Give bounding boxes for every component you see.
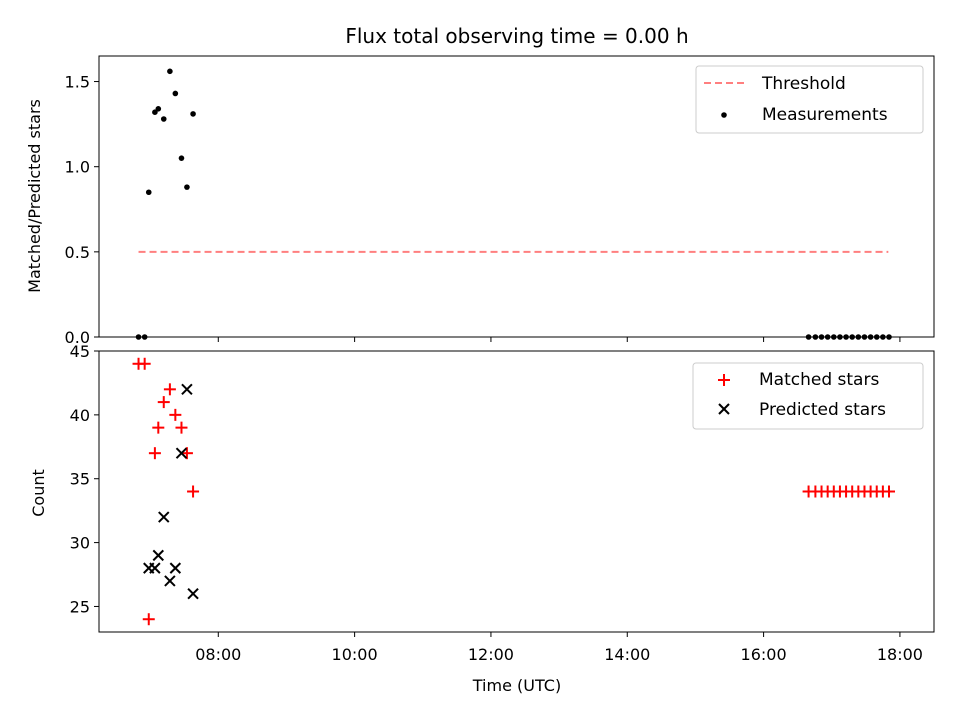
ratio-y-axis-label: Matched/Predicted stars xyxy=(25,99,44,293)
measurement-point xyxy=(805,334,812,340)
ratio-ytick-label: 0.5 xyxy=(65,243,90,262)
count-panel-frame xyxy=(98,350,935,633)
predicted-star-point xyxy=(164,575,176,587)
measurement-point xyxy=(190,111,196,117)
count-panel: 25 30 35 40 45 08:00 10:00 12:00 14:00 16:00 18:0… xyxy=(29,342,935,664)
ratio-ytick-label: 1.5 xyxy=(65,73,90,92)
predicted-star-point xyxy=(152,549,165,562)
ratio-panel: 0.0 0.5 1.0 1.5 Matched/Predicted stars Thr… xyxy=(25,55,935,347)
count-ytick-label: 25 xyxy=(70,597,90,616)
legend-measurements-swatch xyxy=(721,112,727,118)
ratio-ytick-label: 1.0 xyxy=(65,158,90,177)
predicted-star-point xyxy=(187,587,199,600)
measurement-point xyxy=(172,90,179,97)
measurement-point xyxy=(861,334,868,340)
legend-threshold-label: Threshold xyxy=(761,74,846,94)
legend-predicted-label: Predicted stars xyxy=(759,400,886,420)
xtick-label: 12:00 xyxy=(468,645,514,664)
predicted-star-point xyxy=(181,383,193,396)
count-ytick-label: 30 xyxy=(70,534,90,553)
predicted-star-point xyxy=(149,562,161,574)
matched-star-point xyxy=(157,396,170,409)
matched-star-point xyxy=(175,421,188,434)
ratio-marks xyxy=(135,68,892,340)
count-x-ticks: 08:00 10:00 12:00 14:00 16:00 18:00 xyxy=(195,632,923,664)
measurement-point xyxy=(831,334,837,340)
ratio-legend-box xyxy=(695,65,924,134)
measurement-point xyxy=(141,334,148,340)
x-axis-label: Time (UTC) xyxy=(472,676,561,695)
measurement-point xyxy=(855,334,862,340)
ratio-legend: Threshold Measurements xyxy=(695,65,924,134)
measurement-point xyxy=(837,334,843,340)
predicted-star-point xyxy=(175,447,188,459)
measurement-point xyxy=(155,105,162,112)
measurement-point xyxy=(849,334,856,340)
legend-predicted-swatch xyxy=(718,403,730,415)
matched-star-point xyxy=(180,447,193,460)
measurement-point xyxy=(873,334,880,340)
count-legend: Matched stars Predicted stars xyxy=(692,362,924,430)
count-ytick-label: 45 xyxy=(70,342,90,361)
measurement-point xyxy=(135,334,142,340)
measurement-point xyxy=(145,189,152,196)
legend-matched-swatch xyxy=(718,374,730,386)
measurement-point xyxy=(824,334,831,340)
ratio-y-ticks: 0.0 0.5 1.0 1.5 xyxy=(65,73,99,347)
legend-matched-label: Matched stars xyxy=(759,370,879,390)
matched-star-point xyxy=(148,447,161,460)
measurement-point xyxy=(843,334,849,340)
matched-star-point xyxy=(142,613,155,626)
measurement-point xyxy=(818,334,825,340)
predicted-star-point xyxy=(169,562,182,574)
matched-star-point xyxy=(152,421,165,434)
count-ytick-label: 35 xyxy=(70,470,90,489)
count-ytick-label: 40 xyxy=(70,406,90,425)
measurement-point xyxy=(178,155,185,161)
chart-title: Flux total observing time = 0.00 h xyxy=(345,24,688,48)
measurement-point xyxy=(812,334,819,340)
count-y-axis-label: Count xyxy=(29,469,48,517)
count-marks xyxy=(132,357,896,626)
count-y-ticks: 25 30 35 40 45 xyxy=(70,342,99,616)
xtick-label: 14:00 xyxy=(604,645,650,664)
measurement-point xyxy=(880,334,886,340)
matched-star-point xyxy=(138,357,151,370)
matched-star-point xyxy=(163,383,176,396)
legend-measurements-label: Measurements xyxy=(762,105,888,125)
measurement-point xyxy=(867,334,874,340)
measurement-point xyxy=(160,116,167,122)
xtick-label: 16:00 xyxy=(741,645,787,664)
matched-star-point xyxy=(883,485,896,498)
measurement-point xyxy=(167,68,173,75)
ratio-ytick-label: 0.0 xyxy=(65,328,90,347)
xtick-label: 10:00 xyxy=(332,645,378,664)
matched-star-point xyxy=(187,485,200,498)
predicted-star-point xyxy=(158,511,170,523)
measurement-point xyxy=(184,184,190,190)
xtick-label: 18:00 xyxy=(877,645,923,664)
measurement-point xyxy=(152,109,158,115)
ratio-panel-frame xyxy=(98,55,935,338)
count-legend-box xyxy=(692,362,924,430)
ratio-x-ticks xyxy=(217,337,901,342)
matched-star-point xyxy=(169,408,182,421)
xtick-label: 08:00 xyxy=(195,645,241,664)
measurement-point xyxy=(886,334,892,340)
